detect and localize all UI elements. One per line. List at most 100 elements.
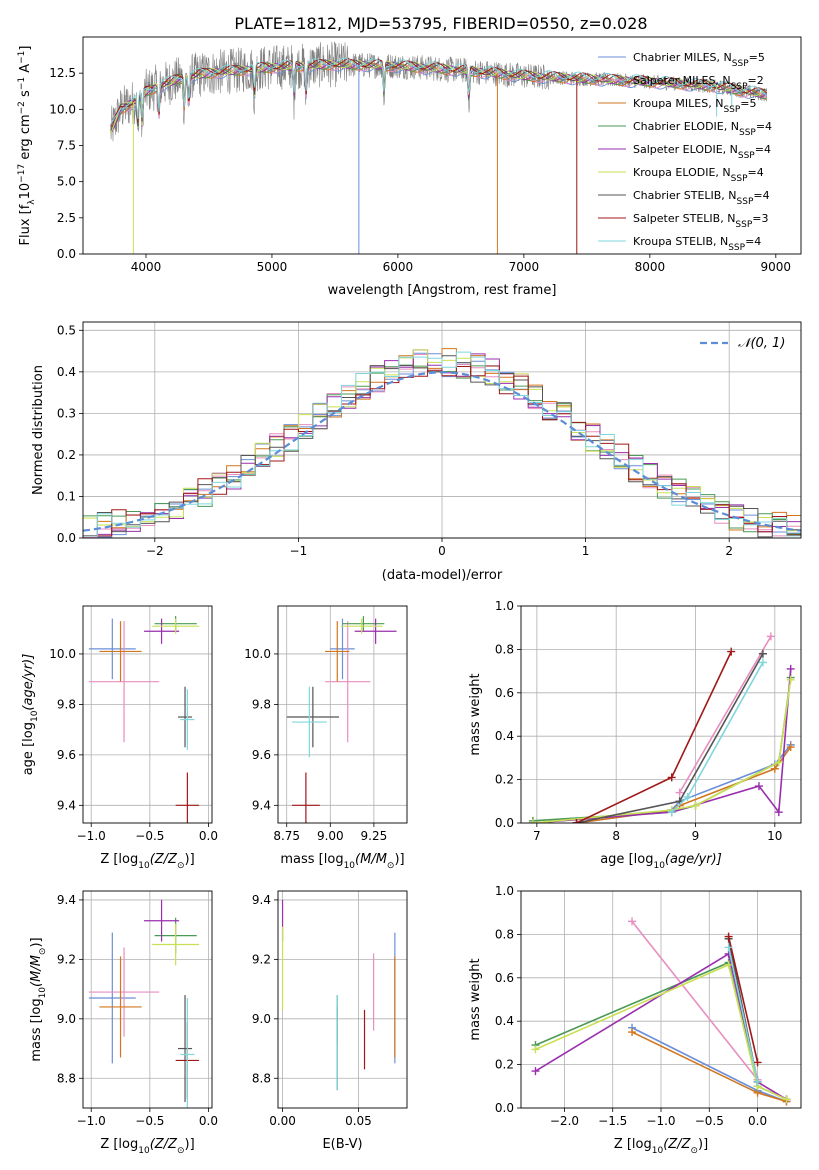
weight-point (667, 808, 676, 817)
weight-point (572, 819, 581, 823)
legend-entry-part: SSP (731, 174, 748, 184)
y-tick-label: 0.2 (495, 773, 514, 787)
y-tick-label: 0.4 (495, 1014, 514, 1028)
x-tick-label: 8.75 (273, 829, 300, 843)
y-axis-label-part: (M/M (29, 955, 44, 987)
age-vs-metallicity-panel: −1.0 −0.5 0.09.49.69.810.0Z [log10(Z/Z⊙)]a… (21, 605, 218, 871)
x-axis-label-part: mass [log (280, 852, 343, 867)
x-axis-label-part: Z [log (100, 852, 138, 867)
weight-point (531, 1045, 540, 1054)
legend-entry: Kroupa STELIB, NSSP=4 (633, 235, 761, 253)
legend-entry-part: SSP (723, 105, 740, 115)
weight-line-8 (727, 947, 759, 1083)
x-axis-label-part: ⊙ (177, 861, 185, 871)
mass-vs-extinction-panel: 0.00 0.05 8.8 9.0 9.2 9.4 E(B-V) (252, 890, 408, 1152)
mass-vs-metallicity-panel: −1.0 −0.5 0.08.89.09.29.4Z [log10(Z/Z⊙)]ma… (29, 890, 218, 1156)
legend-entry-part: Kroupa ELODIE, N (633, 166, 731, 179)
y-axis-label-part: −1 (17, 51, 27, 64)
weight-line-1 (678, 635, 772, 794)
y-tick-label: 9.6 (57, 748, 76, 762)
legend-entry: Kroupa ELODIE, NSSP=4 (633, 166, 764, 184)
x-axis-label: Z [log10(Z/Z⊙)] (614, 1137, 708, 1156)
y-axis-label-part: 10 (18, 183, 33, 200)
x-tick-label: 9000 (761, 260, 792, 274)
x-tick-label: 2 (725, 544, 733, 558)
normal-curve (83, 371, 801, 532)
y-tick-label: 9.0 (57, 1012, 76, 1026)
weight-point (774, 758, 783, 767)
plot-area (286, 616, 397, 823)
weight-point (675, 788, 684, 797)
y-tick-label: 1.0 (495, 884, 514, 898)
x-tick-label: −1.0 (77, 1114, 106, 1128)
x-axis-label-part: (Z/Z (150, 852, 178, 867)
x-tick-label: 9.00 (317, 829, 344, 843)
legend-entry-part: =4 (756, 120, 772, 133)
legend-entry-part: Kroupa MILES, N (633, 97, 723, 110)
x-axis-label-part: 10 (344, 861, 356, 871)
y-axis-label: mass [log10(M/M⊙)] (29, 937, 48, 1061)
y-axis-label-part: 10 (30, 710, 40, 722)
legend-entry: Kroupa MILES, NSSP=5 (633, 97, 757, 115)
x-tick-label: 9.25 (361, 829, 388, 843)
y-tick-label: 0.5 (57, 323, 76, 337)
x-tick-label: 0 (438, 544, 446, 558)
x-tick-label: 8000 (635, 260, 666, 274)
y-tick-label: 8.8 (57, 1071, 76, 1085)
y-tick-label: 12.5 (49, 66, 76, 80)
weight-line-7 (576, 651, 732, 823)
x-axis-label-part: )] (698, 1137, 708, 1152)
y-axis-label: age [log10(age/yr)] (21, 654, 40, 776)
legend-entry-part: Salpeter STELIB, N (633, 212, 735, 225)
y-tick-label: 0.0 (495, 1101, 514, 1115)
legend-entry-part: =4 (745, 235, 761, 248)
y-axis-label: mass weight (468, 673, 483, 755)
x-tick-label: 4000 (131, 260, 162, 274)
legend-entry: Salpeter STELIB, NSSP=3 (633, 212, 769, 230)
weight-point (786, 675, 795, 684)
x-axis-label-part: ⊙ (177, 1146, 185, 1156)
y-tick-label: 9.6 (252, 748, 271, 762)
y-tick-label: 9.8 (57, 697, 76, 711)
x-axis-label: E(B-V) (322, 1137, 362, 1152)
y-tick-label: 9.4 (57, 893, 76, 907)
age-vs-mass-panel: 8.75 9.00 9.25 9.4 9.6 9.8 10.0 mass [log10(M/M… (244, 605, 408, 871)
x-tick-label: 8 (612, 829, 620, 843)
y-tick-label: 0.2 (57, 448, 76, 462)
x-tick-label: 0.0 (199, 829, 218, 843)
plot-area (88, 899, 200, 1108)
x-axis-label: (data-model)/error (382, 568, 503, 583)
weight-point (774, 808, 783, 817)
y-tick-label: 0.2 (495, 1058, 514, 1072)
x-tick-label: −1.5 (598, 1114, 627, 1128)
y-axis-label-part: Flux [f (18, 204, 33, 245)
y-tick-label: 9.4 (57, 798, 76, 812)
model-spectrum-line-8 (110, 57, 767, 125)
legend-entry: Chabrier STELIB, NSSP=4 (633, 189, 770, 207)
legend-entry-part: SSP (738, 151, 755, 161)
weight-point (786, 743, 795, 752)
y-axis-label-part: 10 (38, 987, 48, 999)
y-axis-label-part: A (18, 64, 33, 77)
x-axis-label-part: Z [log (614, 1137, 652, 1152)
weight-point (724, 932, 733, 941)
y-tick-label: 0.6 (495, 686, 514, 700)
weight-line-1 (631, 920, 759, 1081)
y-axis-label-part: ] (18, 46, 33, 51)
x-tick-label: 0.05 (345, 1114, 372, 1128)
y-tick-label: 10.0 (49, 647, 76, 661)
x-axis-label-part: 10 (138, 1146, 150, 1156)
residual-histogram-8 (83, 351, 801, 538)
axes-frame (82, 890, 213, 1109)
legend-entry-part: =2 (748, 74, 764, 87)
plot-area (528, 632, 795, 823)
x-tick-label: 9 (692, 829, 700, 843)
y-tick-label: 9.8 (252, 697, 271, 711)
legend-entry-part: SSP (731, 82, 748, 92)
legend-entry: Salpeter ELODIE, NSSP=4 (633, 143, 771, 161)
x-axis-label-part: )] (185, 1137, 195, 1152)
weight-point (724, 943, 733, 952)
legend-entry-part: Chabrier MILES, N (633, 51, 732, 64)
y-tick-label: 0.6 (495, 971, 514, 985)
